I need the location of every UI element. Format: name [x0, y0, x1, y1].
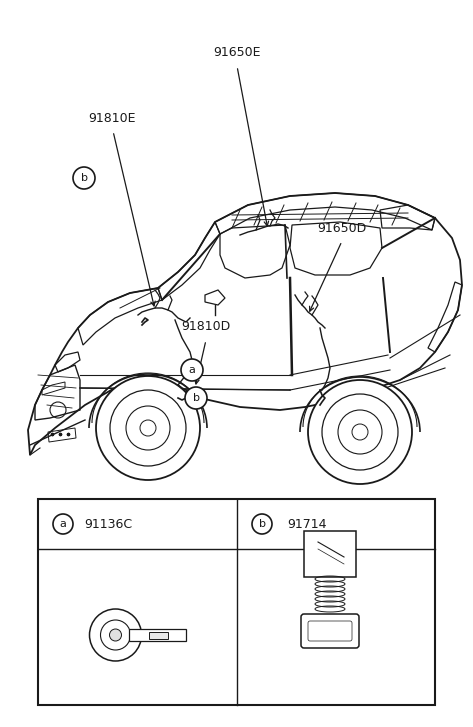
- Circle shape: [73, 167, 95, 189]
- Circle shape: [53, 514, 73, 534]
- Text: 91810D: 91810D: [181, 321, 231, 334]
- Text: b: b: [80, 173, 88, 183]
- Circle shape: [181, 359, 203, 381]
- FancyBboxPatch shape: [304, 531, 356, 577]
- Text: a: a: [189, 365, 195, 375]
- FancyBboxPatch shape: [301, 614, 359, 648]
- Text: 91810E: 91810E: [88, 111, 136, 124]
- Circle shape: [110, 629, 122, 641]
- FancyBboxPatch shape: [149, 632, 168, 638]
- Text: 91714: 91714: [287, 518, 327, 531]
- Text: b: b: [193, 393, 200, 403]
- Text: a: a: [60, 519, 66, 529]
- Circle shape: [185, 387, 207, 409]
- Text: 91650D: 91650D: [317, 222, 367, 235]
- Text: 91650E: 91650E: [213, 47, 261, 60]
- Circle shape: [89, 609, 141, 661]
- Circle shape: [252, 514, 272, 534]
- Circle shape: [308, 380, 412, 484]
- Text: b: b: [259, 519, 265, 529]
- Text: 91136C: 91136C: [84, 518, 132, 531]
- FancyBboxPatch shape: [129, 629, 185, 641]
- Circle shape: [96, 376, 200, 480]
